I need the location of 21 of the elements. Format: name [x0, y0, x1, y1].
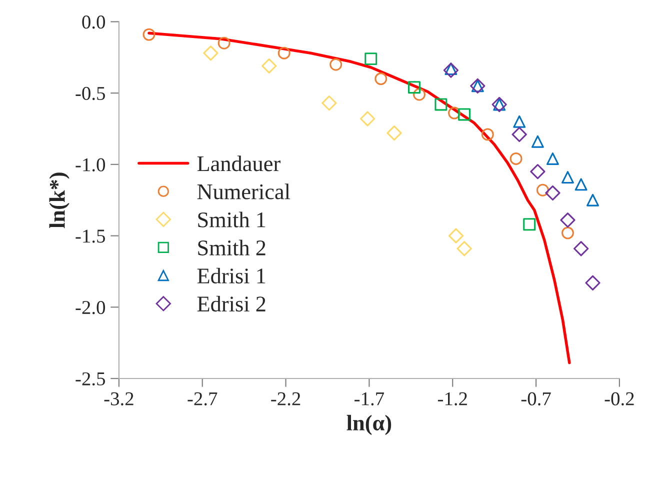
- x-tick-label: -0.7: [521, 392, 551, 406]
- y-axis-title: ln(k*): [49, 172, 70, 228]
- x-tick-label: -3.2: [104, 392, 134, 406]
- x-tick-label: -1.7: [354, 392, 384, 406]
- legend-label: Numerical: [197, 184, 290, 200]
- legend-label: Landauer: [197, 156, 280, 172]
- legend-label: Edrisi 1: [197, 268, 266, 284]
- y-tick-label: -0.5: [76, 86, 105, 100]
- y-tick-label: 0.0: [82, 16, 106, 29]
- legend-label: Edrisi 2: [197, 296, 266, 312]
- x-tick-label: -0.2: [604, 392, 634, 406]
- x-tick-label: -2.7: [188, 392, 218, 406]
- y-tick-label: -1.0: [76, 158, 106, 172]
- x-axis-title: ln(α): [346, 414, 392, 436]
- legend-label: Smith 2: [198, 240, 266, 256]
- x-tick-label: -1.2: [438, 392, 467, 406]
- y-tick-label: -1.5: [76, 230, 105, 243]
- y-tick-label: -2.5: [76, 372, 105, 386]
- legend-label: Smith 1: [198, 212, 266, 228]
- x-tick-label: -2.2: [271, 392, 300, 406]
- y-tick-label: -2.0: [76, 300, 106, 314]
